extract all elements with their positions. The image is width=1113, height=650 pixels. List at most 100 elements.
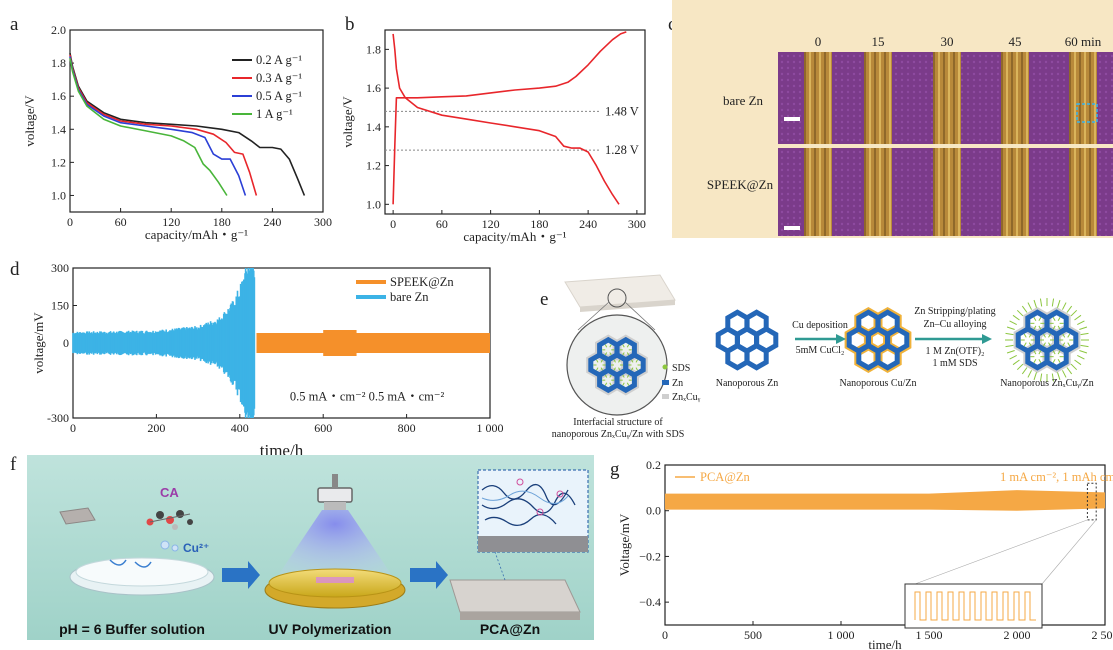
series-line [392, 31, 627, 205]
x-tick-label: 300 [314, 215, 332, 229]
y-tick-label: 1.8 [366, 42, 381, 56]
x-tick-label: 1 000 [828, 628, 855, 642]
sds-chain [626, 374, 630, 378]
caption-line-2: nanoporous ZnₓCuᵧ/Zn with SDS [552, 429, 685, 440]
sds-chain [1039, 373, 1043, 382]
strip-texture [1016, 148, 1018, 236]
y-axis-label: voltage/V [22, 95, 37, 147]
sds-chain [604, 352, 608, 356]
strip-texture [884, 148, 886, 236]
panel-c-time-30: 30 [941, 34, 954, 49]
y-axis-label: Voltage/mV [617, 513, 632, 576]
x-tick-label: 240 [263, 215, 281, 229]
reference-label: 1.48 V [605, 104, 639, 118]
chart-g: 0 500 1 000 1 500 2 000 2 500 −0.4 −0.2 0.0 0.2 ti… [617, 458, 1113, 650]
strip-texture [1026, 52, 1028, 144]
sds-chain [1057, 299, 1061, 308]
stage-3-label: Nanoporous ZnₓCuᵧ/Zn [1000, 378, 1094, 389]
strip-texture [829, 52, 831, 144]
panel-label-d: d [10, 259, 20, 280]
plot-frame-b [384, 29, 646, 215]
sds-chain [618, 359, 621, 363]
strip-texture [958, 148, 960, 236]
sds-chain [613, 367, 616, 371]
sds-chain [1006, 350, 1015, 354]
strip-texture [889, 148, 891, 236]
hex-cell [725, 309, 750, 338]
x-tick-label: 180 [213, 215, 231, 229]
x-tick-label: 60 [115, 215, 127, 229]
sds-chain [1038, 325, 1042, 330]
strip-texture [1084, 148, 1086, 236]
y-tick-label: 2.0 [51, 23, 66, 37]
y-tick-label: 0.2 [646, 458, 661, 472]
strip-texture [1069, 148, 1071, 236]
plot-frame-a [69, 29, 324, 213]
sds-chain [1016, 363, 1024, 371]
panel-label-g: g [610, 459, 620, 480]
hex-cell [744, 342, 769, 371]
sds-chain [1067, 342, 1071, 347]
x-tick-label: 60 [436, 217, 448, 231]
legend-entry: 0.3 A g⁻¹ [256, 71, 302, 85]
zoom-circle [566, 314, 668, 416]
x-tick-label: 400 [231, 421, 249, 435]
sds-chain [604, 344, 608, 348]
y-tick-label: 0.0 [646, 504, 661, 518]
stage-2-label: Nanoporous Cu/Zn [840, 378, 917, 389]
legend-zncu-icon [662, 394, 669, 399]
strip-texture [819, 148, 821, 236]
sds-chain [622, 344, 625, 348]
sds-chain [1067, 333, 1071, 338]
strip-texture [1094, 148, 1096, 236]
sds-chain [1057, 372, 1061, 381]
ca-molecule-icon [146, 510, 193, 530]
legend-zn-icon [662, 380, 669, 385]
strip-texture [814, 52, 816, 144]
y-tick-label: 300 [51, 261, 69, 275]
panel-f: CA Cu²⁺ pH = 6 Buffer solution UV Polyme… [27, 455, 594, 640]
strip-texture [874, 52, 876, 144]
x-tick-label: 0 [662, 628, 668, 642]
strip-texture [874, 148, 876, 236]
strip-texture [864, 52, 866, 144]
sds-chain [1062, 342, 1066, 347]
sds-chain [613, 359, 616, 363]
step2-top-1: Zn Stripping/plating [914, 306, 995, 317]
panel-label-e: e [540, 289, 548, 310]
sds-chain [1021, 367, 1028, 375]
legend-entry: SPEEK@Zn [390, 275, 454, 289]
strip-texture [864, 148, 866, 236]
zinc-strip [864, 148, 892, 236]
sds-chain [1023, 342, 1027, 347]
series-line [69, 57, 228, 196]
sds-chain [604, 374, 608, 378]
series-speek [256, 330, 490, 356]
strip-texture [1079, 52, 1081, 144]
panel-c-time-45: 45 [1009, 34, 1022, 49]
sds-chain [1033, 372, 1037, 381]
sds-chain [1027, 302, 1033, 310]
panel-c-row-bare: bare Zn [723, 93, 764, 108]
y-tick-label: 1.6 [366, 81, 381, 95]
sds-chain [1077, 320, 1085, 326]
sds-chain [1074, 359, 1082, 366]
strip-texture [824, 52, 826, 144]
legend-entry: bare Zn [390, 290, 429, 304]
strip-texture [879, 148, 881, 236]
strip-texture [1084, 52, 1086, 144]
sds-chain [1062, 333, 1066, 338]
panel-label-a: a [10, 14, 19, 35]
x-tick-label: 2 500 [1092, 628, 1113, 642]
strip-texture [1026, 148, 1028, 236]
speek-trace [256, 333, 490, 353]
zoom-circle-small [607, 288, 627, 308]
legend-zncu: ZnₓCuᵧ [672, 392, 701, 403]
stage-nanoporous-zncu [1005, 298, 1089, 382]
panel-c-time-15: 15 [872, 34, 885, 49]
sds-chain [1052, 325, 1056, 330]
strip-texture [804, 148, 806, 236]
x-tick-label: 200 [147, 421, 165, 435]
sds-chain [1039, 298, 1043, 307]
